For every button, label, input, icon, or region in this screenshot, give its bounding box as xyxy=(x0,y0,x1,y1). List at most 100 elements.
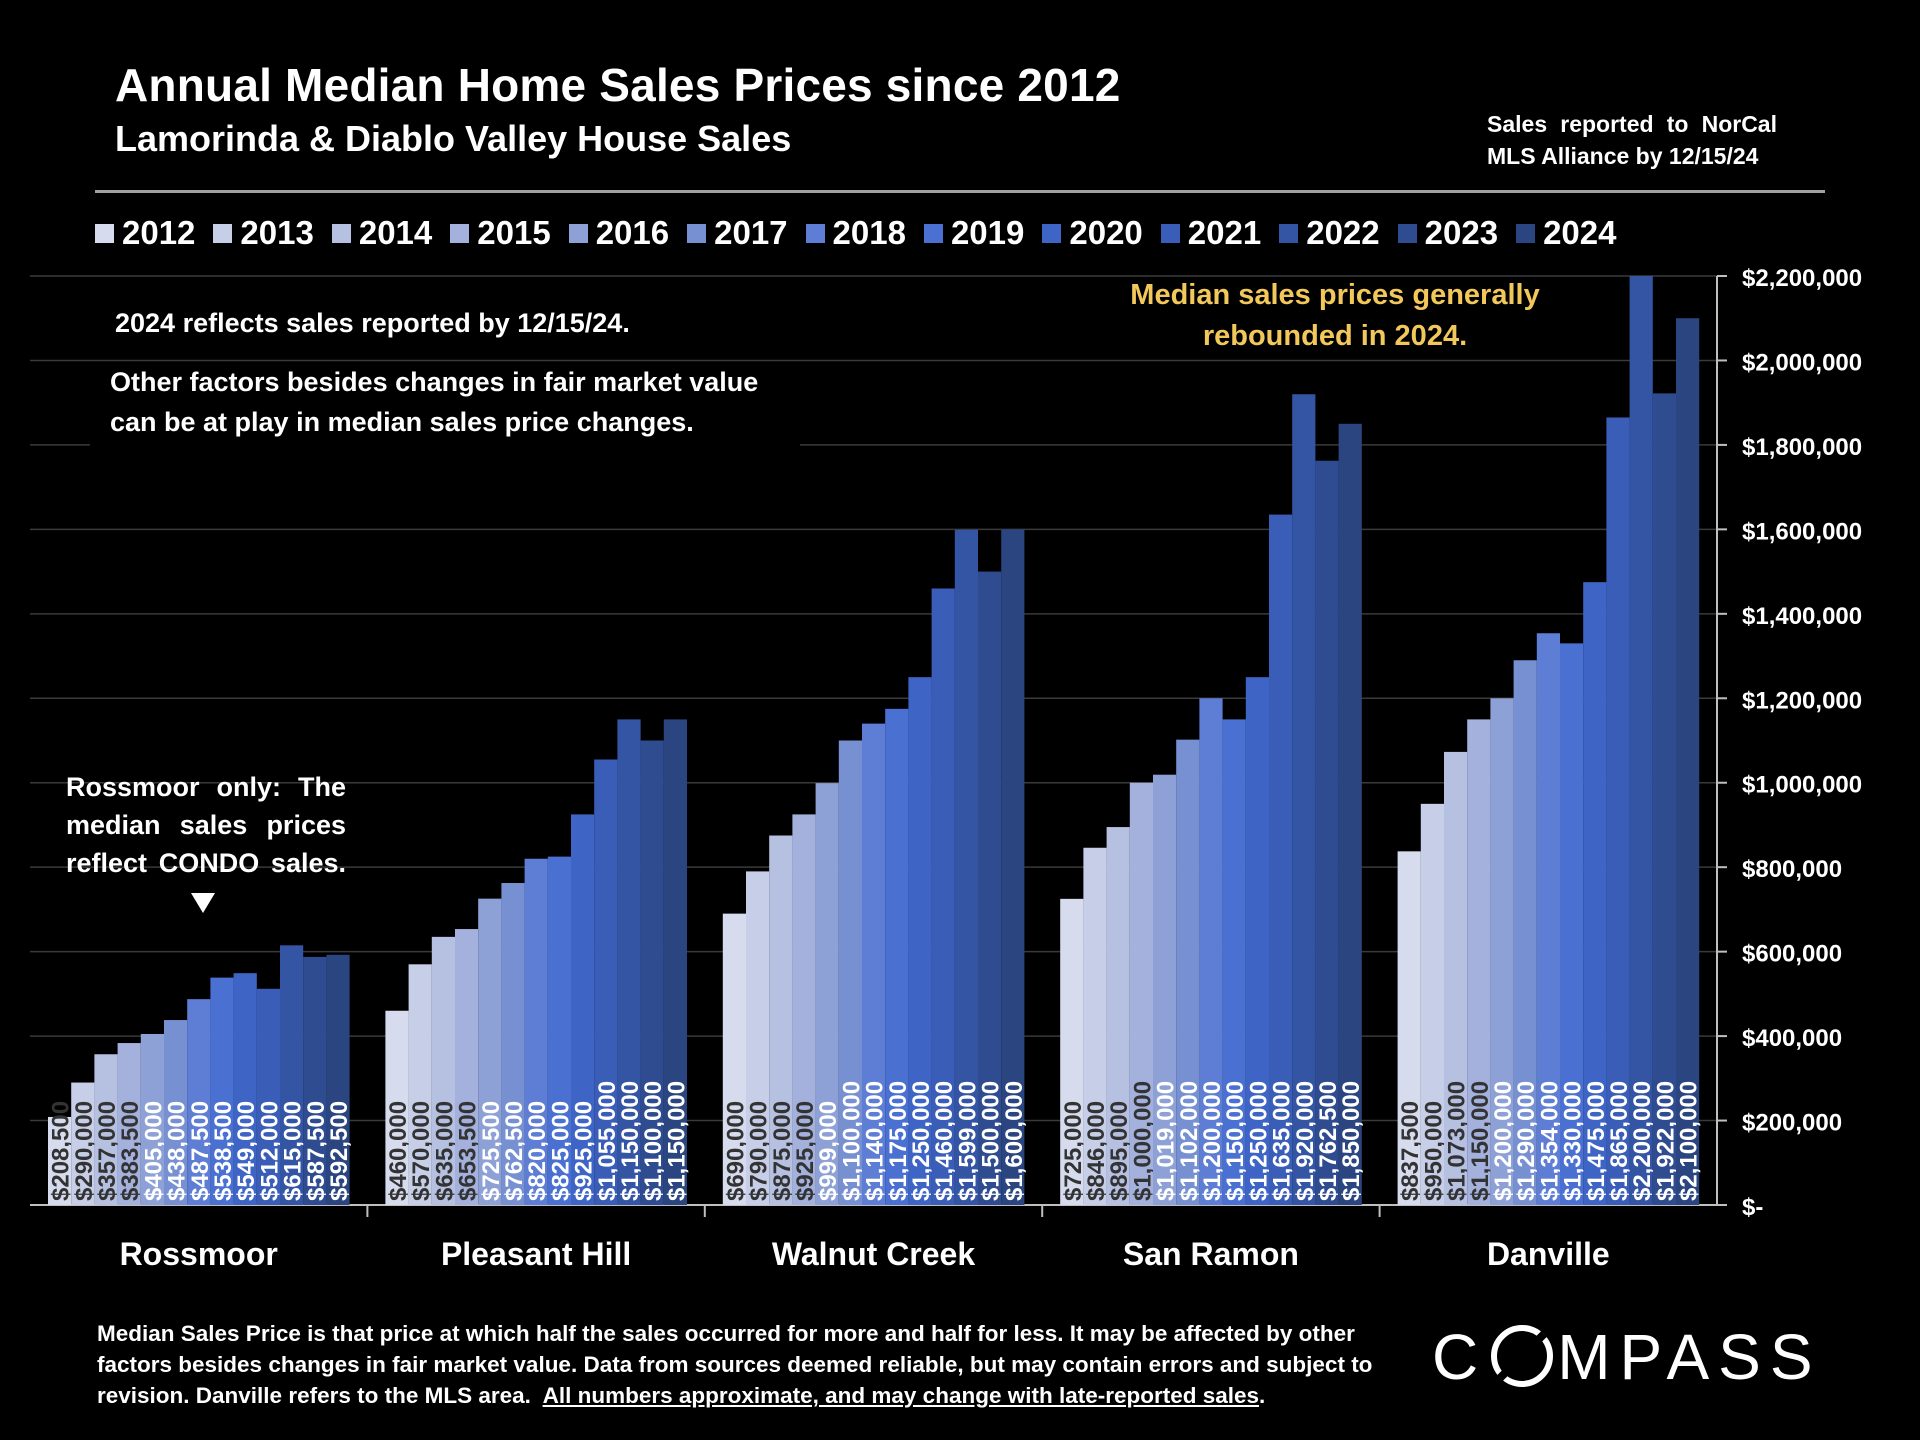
data-label: $1,019,000 xyxy=(1153,1081,1180,1201)
y-tick-label: $- xyxy=(1742,1194,1763,1221)
legend-label: 2022 xyxy=(1306,214,1380,251)
data-label: $208,500 xyxy=(48,1101,75,1201)
legend-swatch xyxy=(1042,223,1062,243)
y-tick-label: $200,000 xyxy=(1742,1110,1842,1137)
chart-subtitle: Lamorinda & Diablo Valley House Sales xyxy=(115,118,792,159)
bar xyxy=(908,677,932,1205)
data-label: $1,290,000 xyxy=(1513,1081,1540,1201)
header-divider xyxy=(95,190,1825,193)
data-label: $762,500 xyxy=(501,1101,528,1201)
bar xyxy=(1583,582,1607,1205)
bar xyxy=(1629,276,1653,1205)
footer-underlined-text: All numbers approximate, and may change … xyxy=(542,1383,1260,1408)
bar xyxy=(187,999,211,1205)
data-label: $1,150,000 xyxy=(1222,1081,1249,1201)
bar xyxy=(1153,774,1177,1205)
footer-text: Median Sales Price is that price at whic… xyxy=(97,1321,1373,1408)
bar xyxy=(233,973,257,1205)
data-label: $725,500 xyxy=(478,1101,505,1201)
data-label: $1,250,000 xyxy=(1245,1081,1272,1201)
y-tick-label: $1,200,000 xyxy=(1742,687,1862,714)
legend-item: 2017 xyxy=(687,214,788,252)
data-label: $1,635,000 xyxy=(1269,1081,1296,1201)
data-label: $825,000 xyxy=(547,1101,574,1201)
bar xyxy=(431,936,455,1205)
data-label: $653,500 xyxy=(455,1101,482,1201)
data-label: $1,762,500 xyxy=(1315,1081,1342,1201)
bar xyxy=(1269,514,1293,1205)
footer-disclaimer: Median Sales Price is that price at whic… xyxy=(97,1318,1407,1411)
data-label: $487,500 xyxy=(187,1101,214,1201)
note-rossmoor-condo: Rossmoor only: The median sales prices r… xyxy=(66,772,346,878)
y-tick-label: $2,200,000 xyxy=(1742,265,1862,292)
legend-item: 2012 xyxy=(95,214,195,252)
data-label: $405,000 xyxy=(140,1101,167,1201)
data-label: $512,000 xyxy=(256,1101,283,1201)
bar xyxy=(303,956,327,1205)
bar xyxy=(663,719,687,1205)
bar xyxy=(1536,633,1560,1205)
bar xyxy=(931,588,955,1205)
data-label: $950,000 xyxy=(1420,1101,1447,1201)
chart-title: Annual Median Home Sales Prices since 20… xyxy=(115,59,1121,111)
bar xyxy=(385,1010,409,1205)
legend-swatch xyxy=(95,223,114,243)
data-label: $383,500 xyxy=(117,1101,144,1201)
x-category-label: Pleasant Hill xyxy=(441,1236,631,1272)
data-label: $925,000 xyxy=(571,1101,598,1201)
bar xyxy=(48,1116,72,1205)
legend-swatch xyxy=(805,223,825,243)
note-2024-reporting: 2024 reflects sales reported by 12/15/24… xyxy=(115,308,630,339)
data-label: $1,599,000 xyxy=(954,1081,981,1201)
data-label: $549,000 xyxy=(233,1101,260,1201)
data-label: $357,000 xyxy=(94,1101,121,1201)
bar xyxy=(594,759,618,1205)
legend-swatch xyxy=(923,223,943,243)
legend-label: 2021 xyxy=(1187,214,1262,251)
bar xyxy=(1245,677,1269,1205)
data-label: $1,150,000 xyxy=(617,1081,644,1201)
legend-swatch xyxy=(568,223,588,243)
bar xyxy=(1199,698,1223,1205)
data-label: $570,000 xyxy=(408,1101,435,1201)
bar xyxy=(501,883,525,1205)
y-tick-label: $2,000,000 xyxy=(1742,349,1862,376)
bar xyxy=(1106,827,1130,1205)
data-label: $1,330,000 xyxy=(1560,1081,1587,1201)
data-label: $999,000 xyxy=(815,1101,842,1201)
legend-label: 2024 xyxy=(1543,214,1617,251)
data-label: $1,475,000 xyxy=(1583,1081,1610,1201)
bar xyxy=(117,1043,141,1205)
bar xyxy=(455,929,479,1205)
legend-label: 2013 xyxy=(240,214,314,251)
bar xyxy=(1222,719,1246,1205)
legend-swatch xyxy=(687,223,707,243)
sales-reported-note: Sales reported to NorCal MLS Alliance by… xyxy=(1487,111,1777,169)
bar xyxy=(885,708,909,1205)
legend-swatch xyxy=(450,223,470,243)
legend-item: 2020 xyxy=(1042,214,1143,252)
x-category-label: San Ramon xyxy=(1123,1236,1299,1272)
data-label: $1,100,000 xyxy=(640,1081,667,1201)
bar xyxy=(1467,719,1491,1205)
bar xyxy=(769,835,793,1205)
bar xyxy=(140,1033,164,1205)
legend-item: 2018 xyxy=(805,214,906,252)
bar xyxy=(164,1020,188,1205)
down-triangle-icon xyxy=(191,893,215,913)
data-label: $615,000 xyxy=(280,1101,307,1201)
data-label: $635,000 xyxy=(431,1101,458,1201)
data-label: $438,000 xyxy=(164,1101,191,1201)
bar xyxy=(256,988,280,1205)
bar xyxy=(1606,417,1630,1205)
bar xyxy=(862,723,886,1205)
data-label: $1,073,000 xyxy=(1444,1081,1471,1201)
data-label: $1,600,000 xyxy=(1001,1081,1028,1201)
legend-item: 2014 xyxy=(331,214,432,252)
bar xyxy=(210,977,234,1205)
x-category-label: Walnut Creek xyxy=(772,1236,976,1272)
bar xyxy=(1001,529,1025,1205)
data-label: $925,000 xyxy=(792,1101,819,1201)
data-label: $1,250,000 xyxy=(908,1081,935,1201)
note-other-factors: Other factors besides changes in fair ma… xyxy=(90,362,800,446)
